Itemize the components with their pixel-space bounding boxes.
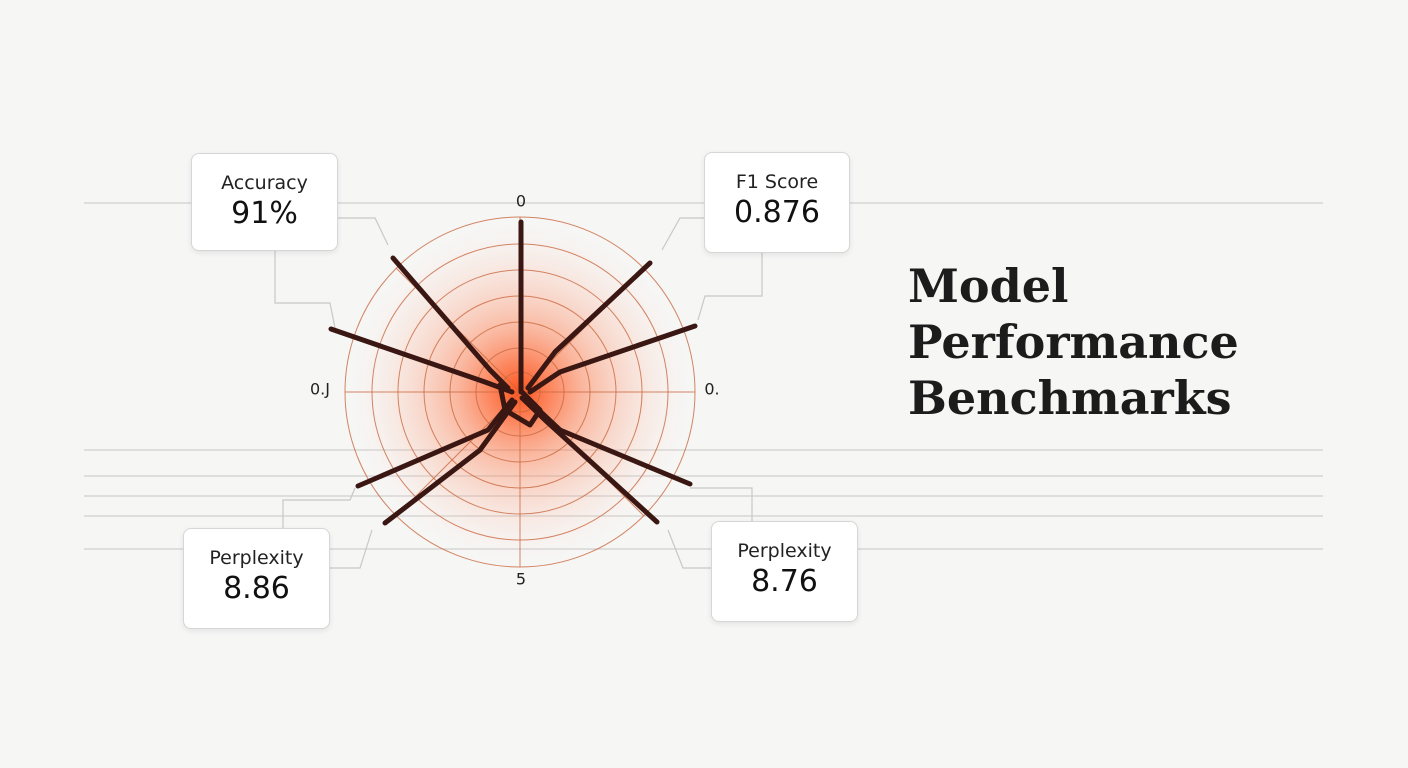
card-value: 0.876 — [734, 195, 820, 230]
card-value: 8.86 — [223, 571, 290, 606]
connectors — [274, 217, 763, 569]
metric-card: F1 Score 0.876 — [704, 152, 850, 253]
axis-label: 0. — [704, 380, 719, 399]
metric-card: Accuracy 91% — [191, 153, 338, 251]
card-label: Perplexity — [209, 547, 304, 569]
axis-label: 0 — [516, 192, 526, 211]
title: Model Performance Benchmarks — [908, 259, 1239, 425]
card-value: 8.76 — [751, 564, 818, 599]
card-label: F1 Score — [735, 171, 819, 193]
axis-label: 0.J — [310, 380, 330, 399]
card-label: Perplexity — [737, 540, 832, 562]
card-label: Accuracy — [221, 172, 308, 194]
axis-label: 5 — [516, 570, 526, 589]
guide-lines — [84, 202, 1323, 550]
spokes — [328, 219, 698, 526]
metric-card: Perplexity 8.76 — [711, 521, 858, 622]
metric-card: Perplexity 8.86 — [183, 528, 330, 629]
card-value: 91% — [231, 196, 298, 231]
